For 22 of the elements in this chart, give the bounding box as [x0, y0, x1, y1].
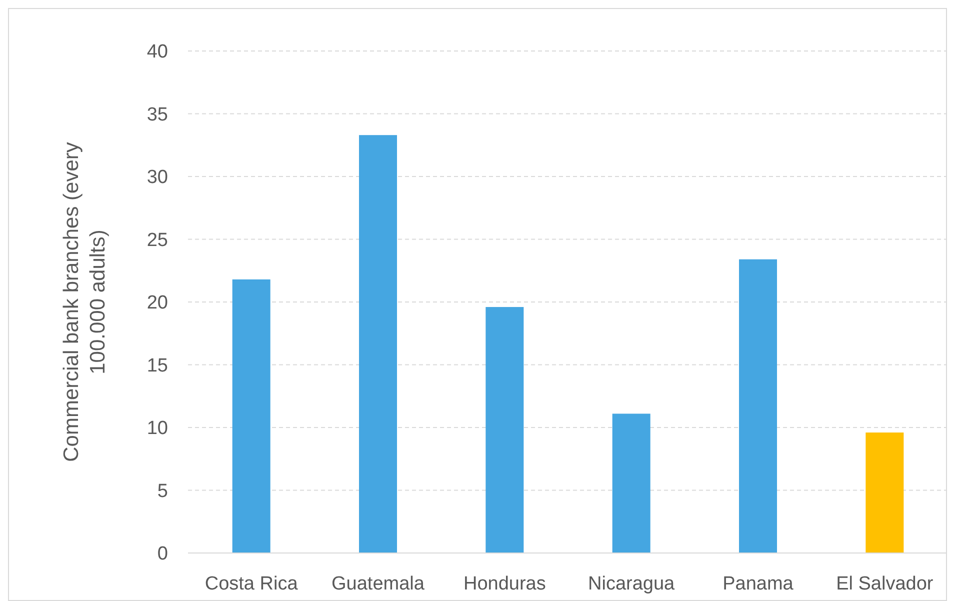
bar	[486, 307, 524, 553]
y-tick-label: 10	[146, 418, 168, 440]
bar	[612, 414, 650, 553]
y-tick-label: 40	[146, 42, 168, 63]
bar	[866, 432, 904, 553]
bar	[232, 279, 270, 553]
x-tick-label: Nicaragua	[588, 574, 676, 595]
x-tick-label: Costa Rica	[204, 574, 298, 595]
x-tick-label: Guatemala	[332, 574, 425, 595]
x-tick-label: Honduras	[463, 574, 546, 595]
y-tick-label: 35	[146, 104, 168, 126]
bar	[359, 135, 397, 553]
y-axis-title: Commercial bank branches (every 100.000 adults)	[60, 142, 110, 462]
x-tick-label: El Salvador	[836, 574, 934, 595]
y-tick-label: 5	[157, 480, 168, 502]
x-tick-label: Panama	[722, 574, 794, 595]
y-tick-label: 20	[146, 292, 168, 314]
y-tick-label: 25	[146, 230, 168, 251]
bar	[739, 259, 777, 553]
y-tick-label: 30	[146, 167, 168, 188]
y-tick-label: 15	[146, 355, 168, 376]
y-tick-label: 0	[157, 544, 168, 565]
